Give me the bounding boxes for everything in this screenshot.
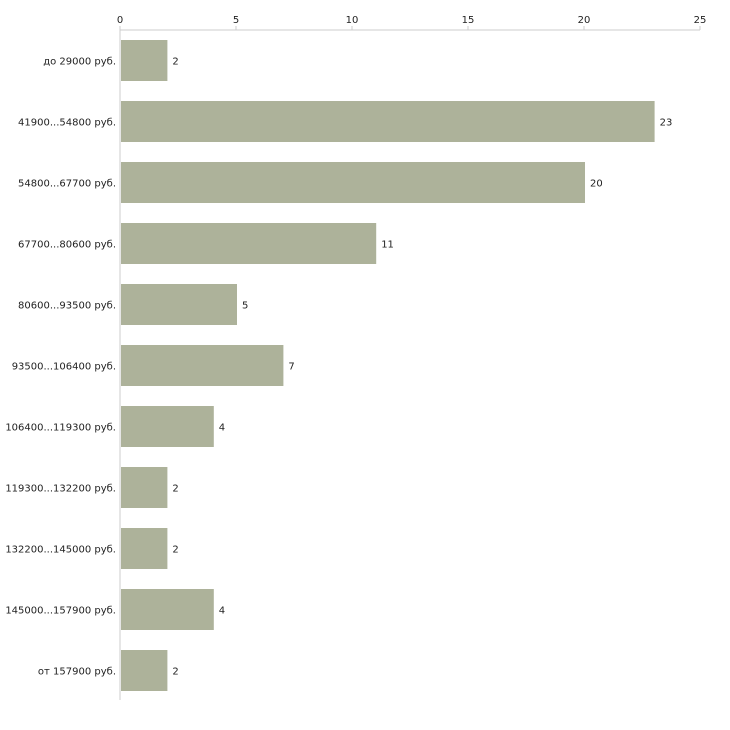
- category-label: 67700...80600 руб.: [18, 240, 116, 251]
- value-label: 2: [172, 484, 178, 495]
- bar: [121, 406, 214, 447]
- value-label: 2: [172, 667, 178, 678]
- category-label: от 157900 руб.: [38, 667, 116, 678]
- value-label: 23: [660, 118, 673, 129]
- x-tick-label: 20: [578, 15, 591, 26]
- bar: [121, 101, 655, 142]
- bar: [121, 650, 168, 691]
- category-label: 41900...54800 руб.: [18, 118, 116, 129]
- value-label: 7: [288, 362, 294, 373]
- bar: [121, 467, 168, 508]
- category-label: 106400...119300 руб.: [5, 423, 116, 434]
- x-tick-label: 15: [462, 15, 475, 26]
- value-label: 11: [381, 240, 394, 251]
- bar: [121, 40, 168, 81]
- value-label: 2: [172, 57, 178, 68]
- value-label: 5: [242, 301, 248, 312]
- x-tick-label: 10: [346, 15, 359, 26]
- category-label: до 29000 руб.: [43, 57, 116, 68]
- bar: [121, 589, 214, 630]
- x-tick-label: 25: [694, 15, 707, 26]
- category-label: 93500...106400 руб.: [12, 362, 116, 373]
- value-label: 4: [219, 423, 225, 434]
- x-tick-label: 0: [117, 15, 123, 26]
- bars: [121, 40, 655, 691]
- value-labels: 2 23 20 11 5 7 4 2 2 4 2: [172, 57, 672, 678]
- category-label: 54800...67700 руб.: [18, 179, 116, 190]
- value-label: 2: [172, 545, 178, 556]
- bar: [121, 162, 585, 203]
- value-label: 20: [590, 179, 603, 190]
- bar: [121, 345, 284, 386]
- category-label: 145000...157900 руб.: [5, 606, 116, 617]
- category-label: 132200...145000 руб.: [5, 545, 116, 556]
- x-axis: 0 5 10 15 20 25: [117, 15, 707, 31]
- category-label: 80600...93500 руб.: [18, 301, 116, 312]
- category-labels: до 29000 руб. 41900...54800 руб. 54800...6…: [5, 57, 116, 678]
- bar: [121, 223, 377, 264]
- x-tick-label: 5: [233, 15, 239, 26]
- bar: [121, 528, 168, 569]
- category-label: 119300...132200 руб.: [5, 484, 116, 495]
- value-label: 4: [219, 606, 225, 617]
- bar: [121, 284, 237, 325]
